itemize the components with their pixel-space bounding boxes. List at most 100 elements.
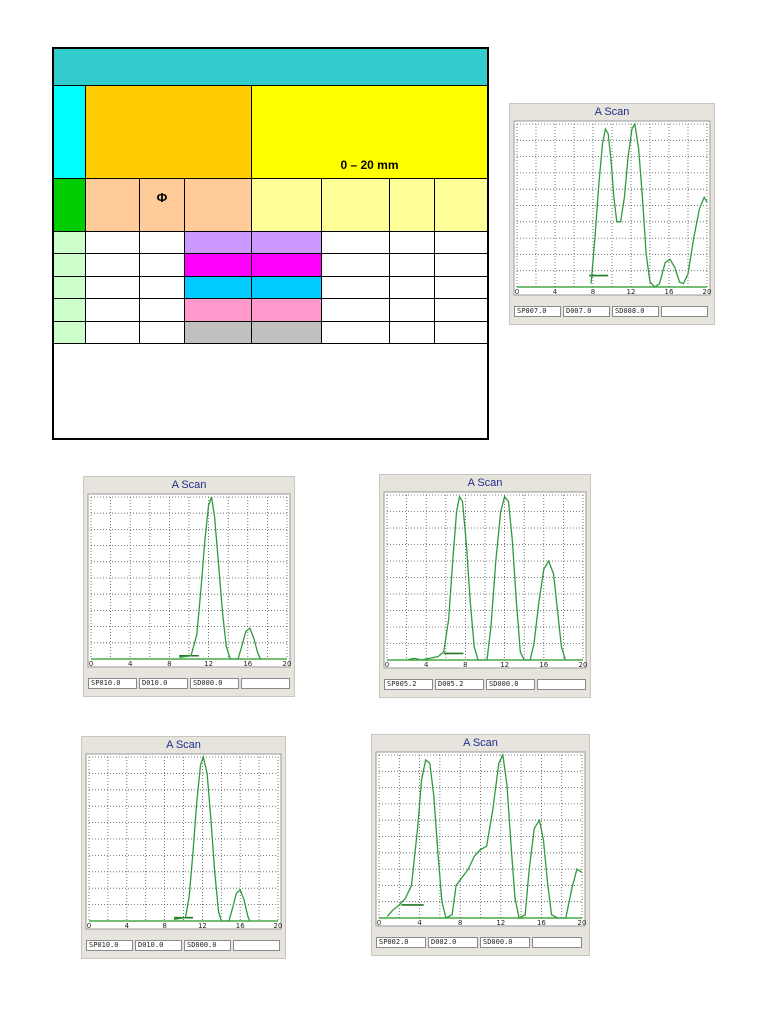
tick-label: 20 <box>274 922 283 930</box>
table-cell <box>322 276 390 300</box>
table-cell <box>185 321 252 344</box>
table-header-bar <box>54 49 487 86</box>
tick-label: 12 <box>198 922 207 930</box>
tick-label: 12 <box>627 288 636 296</box>
status-field: D007.0 <box>563 306 610 317</box>
table-cell <box>54 321 86 344</box>
table-cell <box>86 254 140 277</box>
pale-yellow-cell-3 <box>390 179 435 232</box>
tick-label: 20 <box>578 919 587 927</box>
scan-plot: 0 4 8 12 16 20 <box>85 753 283 930</box>
green-cell <box>54 179 86 232</box>
tick-label: 20 <box>283 660 292 668</box>
tick-label: 8 <box>463 661 467 669</box>
scan-plot: 0 4 8 12 16 20 <box>87 493 292 668</box>
status-field: SP002.0 <box>376 937 426 948</box>
a-scan-window-4: A Scan 0 4 8 12 16 20 SP010.0 D010.0 SD000.0 <box>81 736 286 959</box>
peach-cell-3 <box>185 179 252 232</box>
tick-label: 20 <box>579 661 588 669</box>
table-cell <box>322 321 390 344</box>
table-cell <box>390 299 435 322</box>
table-cell <box>140 299 185 322</box>
plot-area <box>383 491 587 669</box>
table-cell <box>86 276 140 300</box>
table-cell <box>435 232 487 255</box>
status-field: SP005.2 <box>384 679 433 690</box>
tick-label: 12 <box>496 919 505 927</box>
tick-label: 16 <box>243 660 252 668</box>
a-scan-window-3: A Scan 0 4 8 12 16 20 SP005.2 D005.2 SD000.0 <box>379 474 591 698</box>
a-scan-trace <box>386 752 583 919</box>
a-scan-window-1: A Scan 0 4 8 12 16 20 SP007.0 D007.0 SD008.0 <box>509 103 715 325</box>
status-field <box>532 937 582 948</box>
range-header-cell: 0 – 20 mm <box>252 86 487 179</box>
tick-label: 8 <box>591 288 595 296</box>
a-scan-window-2: A Scan 0 4 8 12 16 20 SP010.0 D010.0 SD000.0 <box>83 476 295 697</box>
table-cell <box>390 254 435 277</box>
tick-label: 8 <box>167 660 171 668</box>
status-field: D002.0 <box>428 937 478 948</box>
table-cell <box>252 276 322 300</box>
table-cell <box>252 254 322 277</box>
tick-label: 16 <box>665 288 674 296</box>
status-field: D005.2 <box>435 679 484 690</box>
tick-label: 16 <box>537 919 546 927</box>
tick-label: 8 <box>162 922 166 930</box>
left-cyan-cell <box>54 86 86 179</box>
table-cell <box>140 321 185 344</box>
pale-yellow-cell-2 <box>322 179 390 232</box>
peach-cell-1 <box>86 179 140 232</box>
table-cell <box>322 254 390 277</box>
tick-label: 4 <box>125 922 130 930</box>
table-cell <box>86 321 140 344</box>
range-label: 0 – 20 mm <box>340 158 399 172</box>
status-field: D010.0 <box>139 678 188 689</box>
a-scan-trace <box>173 754 251 922</box>
scan-title: A Scan <box>463 737 498 749</box>
table-cell <box>435 299 487 322</box>
tick-label: 8 <box>458 919 462 927</box>
status-field <box>537 679 586 690</box>
table-cell <box>86 299 140 322</box>
a-scan-trace <box>590 122 708 288</box>
status-field: SD000.0 <box>190 678 239 689</box>
table-cell <box>54 299 86 322</box>
table-cell <box>390 276 435 300</box>
pale-yellow-cell-4 <box>435 179 487 232</box>
status-field <box>661 306 708 317</box>
tick-label: 4 <box>128 660 133 668</box>
tick-label: 4 <box>417 919 422 927</box>
tick-label: 16 <box>236 922 245 930</box>
scan-title: A Scan <box>166 739 201 751</box>
tick-label: 0 <box>385 661 389 669</box>
tick-label: 12 <box>204 660 213 668</box>
table-cell <box>185 276 252 300</box>
table-cell <box>390 232 435 255</box>
a-scan-window-5: A Scan 0 4 8 12 16 20 SP002.0 D002.0 SD000.0 <box>371 734 590 956</box>
status-field: SD000.0 <box>184 940 231 951</box>
table-cell <box>86 232 140 255</box>
scan-plot: 0 4 8 12 16 20 <box>383 491 588 669</box>
scan-title: A Scan <box>594 106 630 118</box>
table-cell <box>322 299 390 322</box>
table-cell <box>252 232 322 255</box>
status-field: SP010.0 <box>86 940 133 951</box>
pale-yellow-cell-1 <box>252 179 322 232</box>
table-cell <box>185 299 252 322</box>
phi-symbol: Φ <box>156 190 168 205</box>
table-cell <box>185 232 252 255</box>
scan-title: A Scan <box>171 479 207 491</box>
phi-cell: Φ <box>140 179 185 232</box>
table-cell <box>140 254 185 277</box>
status-field: SD000.0 <box>480 937 530 948</box>
status-field <box>241 678 290 689</box>
scan-plot: 0 4 8 12 16 20 <box>513 120 711 296</box>
status-field: SD000.0 <box>486 679 535 690</box>
status-field: SP007.0 <box>514 306 561 317</box>
tick-label: 4 <box>424 661 429 669</box>
tick-label: 0 <box>377 919 381 927</box>
tick-label: 16 <box>539 661 548 669</box>
table-cell <box>322 232 390 255</box>
table-cell <box>140 276 185 300</box>
orange-header-cell <box>86 86 252 179</box>
